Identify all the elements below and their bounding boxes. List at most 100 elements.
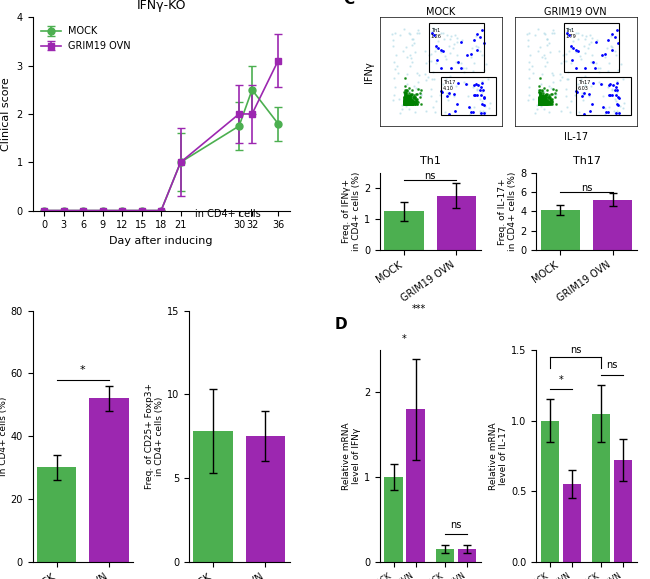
Point	[536, 97, 546, 106]
Point	[406, 95, 417, 104]
Point	[538, 97, 549, 107]
Point	[545, 97, 556, 106]
Point	[399, 97, 410, 106]
Point	[536, 99, 546, 108]
Point	[400, 96, 411, 105]
Point	[400, 99, 410, 108]
Bar	[576, 77, 631, 115]
Point	[433, 36, 443, 46]
Point	[400, 91, 410, 101]
Point	[538, 98, 548, 108]
Point	[419, 47, 430, 56]
Bar	[384, 211, 424, 250]
Point	[525, 50, 536, 60]
Point	[534, 92, 545, 101]
Point	[407, 90, 417, 99]
Point	[402, 99, 412, 108]
Bar	[563, 484, 581, 562]
Point	[401, 99, 411, 108]
Bar	[593, 200, 632, 250]
Point	[540, 100, 550, 109]
Point	[406, 97, 416, 106]
Point	[534, 99, 544, 108]
Point	[474, 107, 485, 116]
Point	[536, 98, 546, 107]
Title: Th17: Th17	[573, 156, 601, 166]
Point	[411, 94, 422, 104]
Bar	[90, 398, 129, 562]
Point	[566, 41, 576, 50]
Point	[534, 97, 545, 107]
Point	[604, 90, 615, 99]
Point	[537, 99, 547, 108]
Point	[404, 100, 414, 109]
Point	[537, 91, 547, 100]
Point	[413, 77, 424, 86]
Text: Th1
1.26: Th1 1.26	[430, 28, 441, 39]
Point	[404, 88, 414, 97]
Point	[546, 98, 556, 107]
Point	[400, 98, 410, 107]
Point	[534, 99, 545, 108]
Point	[441, 54, 452, 63]
Point	[532, 46, 543, 56]
Point	[400, 98, 410, 107]
Point	[401, 98, 411, 107]
Point	[540, 97, 550, 106]
Point	[540, 93, 551, 102]
Point	[427, 74, 437, 83]
Point	[604, 90, 614, 99]
Point	[444, 109, 454, 118]
Text: *: *	[402, 334, 407, 343]
Point	[400, 98, 411, 108]
Point	[435, 90, 445, 100]
Point	[610, 32, 620, 41]
Point	[554, 47, 565, 56]
Point	[573, 79, 583, 89]
Point	[402, 93, 412, 102]
Point	[402, 94, 413, 104]
Point	[401, 99, 411, 108]
Point	[549, 93, 560, 102]
Point	[545, 47, 555, 57]
Point	[403, 99, 413, 108]
Point	[432, 56, 443, 65]
Point	[538, 99, 549, 108]
Point	[550, 89, 560, 98]
Point	[400, 98, 411, 108]
Point	[536, 98, 546, 107]
Point	[538, 97, 548, 107]
Point	[400, 98, 410, 107]
Point	[444, 41, 454, 50]
Point	[539, 98, 549, 108]
Point	[422, 73, 433, 82]
Point	[411, 98, 422, 107]
Point	[555, 76, 566, 85]
Point	[400, 100, 411, 109]
Point	[403, 100, 413, 109]
Point	[404, 98, 414, 108]
Point	[421, 59, 431, 68]
Point	[547, 28, 557, 37]
Point	[536, 99, 547, 108]
Point	[538, 97, 549, 107]
Point	[404, 98, 414, 108]
Point	[400, 89, 410, 98]
Point	[428, 30, 439, 39]
Point	[611, 51, 621, 60]
Point	[400, 95, 411, 104]
Point	[466, 107, 476, 116]
Point	[532, 100, 542, 109]
Point	[428, 24, 439, 33]
Point	[407, 57, 417, 66]
Point	[538, 100, 548, 109]
Point	[405, 96, 415, 105]
Point	[538, 93, 549, 102]
Point	[406, 100, 416, 109]
Text: C: C	[343, 0, 354, 8]
Point	[401, 99, 411, 108]
Point	[400, 100, 410, 109]
Point	[535, 98, 545, 108]
Point	[587, 99, 597, 108]
Point	[441, 74, 451, 83]
